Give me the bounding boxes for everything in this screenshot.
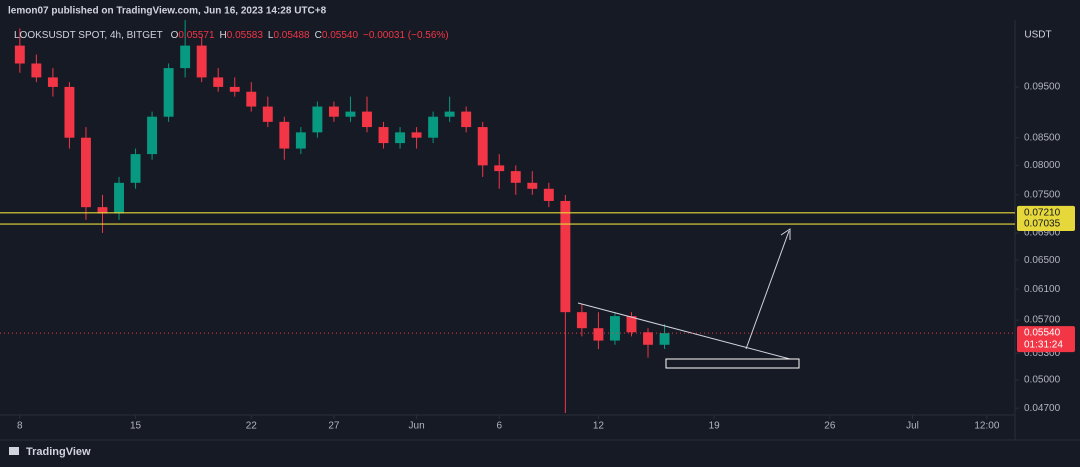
candle-body [114,182,124,214]
y-tick-label: 0.06100 [1024,284,1061,295]
level-label: 0.07210 [1024,207,1061,218]
x-tick-label: Jul [906,421,919,432]
y-tick-label: 0.05700 [1024,315,1061,326]
legend-value: 0.05571 [178,30,215,41]
target-box [665,358,800,369]
plot [14,20,670,414]
last-price-bg [1017,326,1075,353]
candle-body [643,332,653,345]
y-tick-label: 0.07500 [1024,189,1061,200]
y-tick-label: 0.06500 [1024,255,1061,266]
y-tick-label: 0.08000 [1024,160,1061,171]
candle-body [362,111,372,128]
candle-body [328,106,339,117]
legend: LOOKSUSDT SPOT, 4h, BITGET O0.05571 H0.055… [14,30,449,41]
candle-body [130,154,141,183]
candle-body [31,63,42,78]
legend-value: 0.05583 [227,30,264,41]
candle-body [527,182,538,189]
candle-body [262,106,273,122]
currency: USDT [1024,30,1051,41]
candle-body [180,45,191,69]
candle-body [97,207,108,214]
x-tick-label: 19 [709,421,721,432]
candle-body [494,165,505,172]
candle-body [626,316,637,333]
candle-body [14,45,25,64]
candle-body [312,106,323,133]
candle-body [477,127,488,166]
y-tick-label: 0.04700 [1024,403,1061,414]
x-tick-label: 15 [130,421,142,432]
x-tick-label: 27 [328,421,340,432]
y-tick-label: 0.05000 [1024,375,1061,386]
footer-logo: TradingView [9,446,91,458]
candle-body [444,111,455,117]
x-tick-label: Jun [409,421,425,432]
candle-body [659,333,670,345]
candle-body [395,132,406,144]
candle-body [64,86,75,138]
candle-body [147,116,158,155]
x-tick-label: 26 [824,421,836,432]
candle-body [345,111,356,117]
legend-change: −0.00031 (−0.56%) [363,30,449,41]
candle-body [543,188,554,201]
header: lemon07 published on TradingView.com, Ju… [8,6,327,17]
candle-body [378,127,389,144]
y-tick-label: 0.09500 [1024,82,1061,93]
candle-body [47,77,58,87]
level-label-bg [1017,205,1075,220]
candle-body [411,132,422,138]
candle-body [510,171,521,183]
candle-body [609,316,620,341]
legend-value: 0.05540 [322,30,359,41]
candle-body [428,116,439,138]
x-tick-label: 12 [593,421,605,432]
level-label: 0.07035 [1024,219,1061,230]
candle-body [246,91,257,107]
legend-value: 0.05488 [273,30,310,41]
legend-key: L [268,30,274,41]
candle-body [593,328,604,341]
legend-key: O [171,30,179,41]
x-tick-label: 6 [496,421,502,432]
y-tick-label: 0.06900 [1024,228,1061,239]
candle-body [461,111,472,128]
candle-body [576,312,587,329]
last-price-label: 0.05540 [1024,328,1061,339]
level-label-bg [1017,217,1075,232]
candle-body [279,121,290,149]
candle-body [229,86,240,92]
y-tick-label: 0.05300 [1024,348,1061,359]
logo-mark [9,447,19,455]
legend-symbol: LOOKSUSDT SPOT, 4h, BITGET [14,30,163,41]
candle-body [213,77,224,87]
arrow-line [745,230,790,350]
candle-body [163,68,174,117]
countdown-label: 01:31:24 [1024,340,1063,351]
legend-key: H [220,30,227,41]
candle-body [81,137,91,208]
candle-body [560,200,571,313]
footer-text: TradingView [26,446,91,458]
y-tick-label: 0.08500 [1024,132,1061,143]
trendline [577,302,791,360]
candle-body [295,132,306,149]
x-tick-label: 22 [246,421,258,432]
x-tick-label: 8 [17,421,23,432]
x-tick-label: 12:00 [974,421,999,432]
legend-key: C [315,30,322,41]
arrow-head [780,228,791,240]
candle-body [196,45,207,78]
